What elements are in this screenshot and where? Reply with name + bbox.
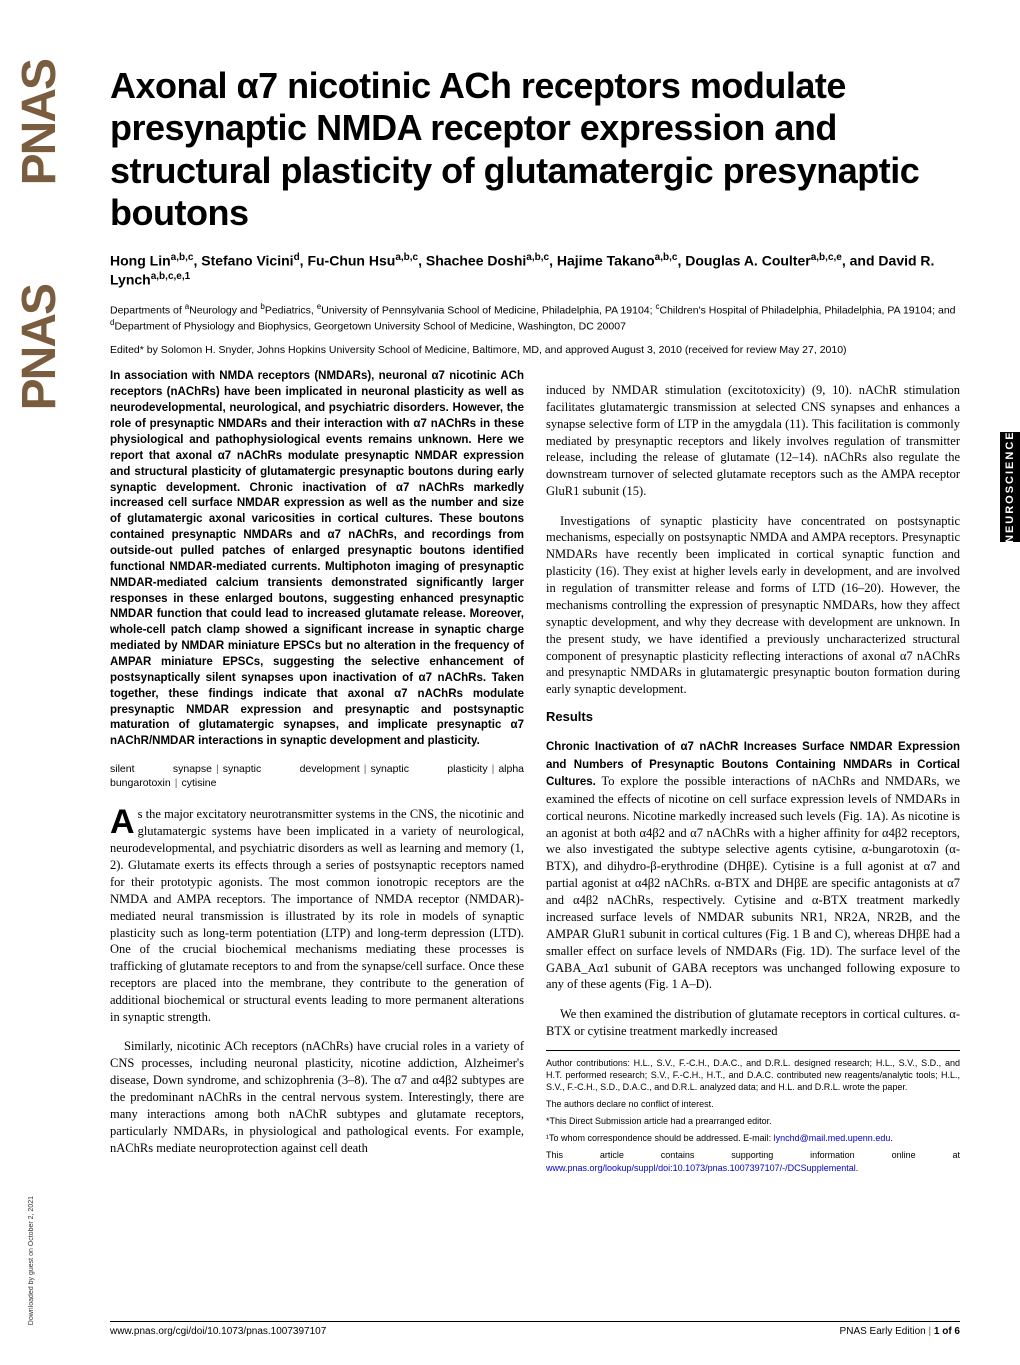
two-column-body: In association with NMDA receptors (NMDA… [110, 369, 960, 1178]
results-paragraph-2: We then examined the distribution of glu… [546, 1006, 960, 1040]
keywords-line: silent synapse|synaptic development|syna… [110, 762, 524, 790]
separator-icon: | [492, 763, 495, 775]
journal-sidebar: PNAS PNAS [20, 60, 70, 780]
author-list: Hong Lina,b,c, Stefano Vicinid, Fu-Chun … [110, 251, 960, 290]
keyword: silent synapse [110, 763, 212, 775]
keyword: synaptic development [223, 763, 360, 775]
intro-paragraph-1: As the major excitatory neurotransmitter… [110, 806, 524, 1025]
intro-para1-text: s the major excitatory neurotransmitter … [110, 807, 524, 1024]
supplemental-info: This article contains supporting informa… [546, 1149, 960, 1173]
footer-right: PNAS Early Edition | 1 of 6 [840, 1326, 960, 1337]
footnotes-divider [546, 1050, 960, 1051]
abstract: In association with NMDA receptors (NMDA… [110, 369, 524, 750]
download-note: Downloaded by guest on October 2, 2021 [28, 1196, 35, 1325]
results-paragraph-1: Chronic Inactivation of α7 nAChR Increas… [546, 738, 960, 993]
col2-paragraph-1: induced by NMDAR stimulation (excitotoxi… [546, 382, 960, 500]
page-footer: www.pnas.org/cgi/doi/10.1073/pnas.100739… [110, 1321, 960, 1337]
supplemental-prefix: This article contains supporting informa… [546, 1150, 960, 1160]
separator-icon: | [216, 763, 219, 775]
intro-paragraph-2: Similarly, nicotinic ACh receptors (nACh… [110, 1038, 524, 1156]
pnas-logo-icon: PNAS [20, 60, 70, 185]
keyword: synaptic plasticity [370, 763, 487, 775]
results-para1-body: To explore the possible interactions of … [546, 774, 960, 991]
dropcap: A [110, 808, 135, 837]
col2-paragraph-2: Investigations of synaptic plasticity ha… [546, 513, 960, 699]
separator-icon: | [175, 777, 178, 789]
correspondence-label: ¹To whom correspondence should be addres… [546, 1133, 774, 1143]
affiliations: Departments of aNeurology and bPediatric… [110, 302, 960, 333]
pnas-logo-icon: PNAS [20, 285, 70, 410]
left-column: In association with NMDA receptors (NMDA… [110, 369, 524, 1178]
footer-doi: www.pnas.org/cgi/doi/10.1073/pnas.100739… [110, 1326, 326, 1337]
footer-page-number: 1 of 6 [934, 1326, 960, 1337]
right-column: induced by NMDAR stimulation (excitotoxi… [546, 369, 960, 1178]
page-container: PNAS PNAS NEUROSCIENCE Axonal α7 nicotin… [0, 0, 1020, 1365]
results-heading: Results [546, 708, 960, 726]
footer-journal: PNAS Early Edition [840, 1326, 926, 1337]
separator-icon: | [364, 763, 367, 775]
edited-line: Edited* by Solomon H. Snyder, Johns Hopk… [110, 343, 960, 357]
keyword: cytisine [181, 777, 216, 789]
article-title: Axonal α7 nicotinic ACh receptors modula… [110, 65, 960, 235]
conflict-statement: The authors declare no conflict of inter… [546, 1098, 960, 1110]
submission-note: *This Direct Submission article had a pr… [546, 1115, 960, 1127]
correspondence: ¹To whom correspondence should be addres… [546, 1132, 960, 1144]
correspondence-email-link[interactable]: lynchd@mail.med.upenn.edu [774, 1133, 891, 1143]
author-contributions: Author contributions: H.L., S.V., F.-C.H… [546, 1057, 960, 1093]
category-tab: NEUROSCIENCE [1000, 432, 1020, 542]
supplemental-link[interactable]: www.pnas.org/lookup/suppl/doi:10.1073/pn… [546, 1163, 856, 1173]
